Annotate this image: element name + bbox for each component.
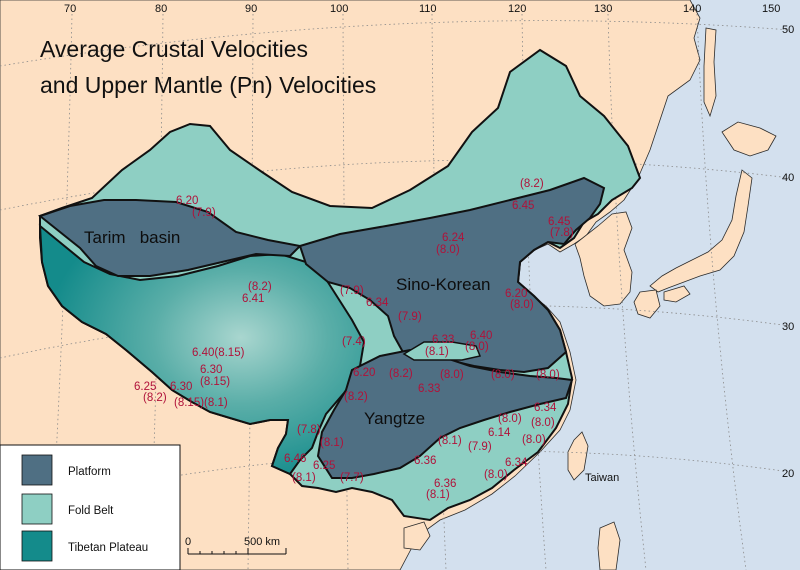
lon-tick: 140	[683, 3, 701, 15]
velocity-label: (7.9)	[398, 311, 422, 323]
velocity-label: (8.0)	[440, 369, 464, 381]
qinling-fold-belt	[402, 341, 482, 361]
velocity-label: (8.0)	[536, 369, 560, 381]
velocity-label: (8.0)	[531, 417, 555, 429]
velocity-label: (7.9)	[192, 207, 216, 219]
velocity-label: 6.45	[548, 216, 570, 228]
lon-tick: 150	[762, 3, 780, 15]
title-line-2: and Upper Mantle (Pn) Velocities	[40, 72, 376, 98]
label-tarim-basin: Tarim basin	[84, 228, 180, 247]
velocity-label: (8.0)	[465, 341, 489, 353]
velocity-label: (8.2)	[520, 178, 544, 190]
tibetan-plateau-region	[38, 223, 366, 476]
latitude-axis: 50 40 30 20	[782, 24, 794, 480]
velocity-label: 6.40	[470, 330, 492, 342]
yangtze-region	[316, 348, 574, 479]
velocity-label: 6.30	[200, 364, 222, 376]
lon-tick: 90	[245, 3, 257, 15]
land-japan-hokkaido	[721, 121, 777, 157]
lat-tick: 50	[782, 24, 794, 36]
lon-tick: 70	[64, 3, 76, 15]
scale-label-end: 500 km	[244, 536, 280, 548]
tarim-basin-region	[37, 199, 303, 277]
label-sino-korean: Sino-Korean	[396, 275, 491, 294]
lon-tick: 100	[330, 3, 348, 15]
velocity-label: (8.1)	[320, 437, 344, 449]
velocity-label: 6.41	[242, 293, 264, 305]
lon-tick: 120	[508, 3, 526, 15]
velocity-label: (8.15)(8.1)	[174, 397, 228, 409]
velocity-label: (8.0)	[510, 299, 534, 311]
lon-tick: 130	[594, 3, 612, 15]
legend-swatch-tibetan-plateau	[21, 530, 53, 562]
land-japan-kyushu	[633, 289, 661, 319]
lat-tick: 30	[782, 321, 794, 333]
velocity-label: (8.2)	[248, 281, 272, 293]
velocity-label: 6.20	[353, 367, 375, 379]
velocity-label: 6.40(8.15)	[192, 347, 245, 359]
velocity-label: (8.0)	[436, 244, 460, 256]
longitude-axis: 70 80 90 100 110 120 130 140 150	[64, 3, 780, 15]
velocity-label: (8.1)	[426, 489, 450, 501]
velocity-label: (8.15)	[200, 376, 230, 388]
velocity-label: 6.20	[176, 195, 198, 207]
label-yangtze: Yangtze	[364, 409, 425, 428]
velocity-label: (8.0)	[484, 469, 508, 481]
velocity-label: (7.9)	[340, 285, 364, 297]
velocity-label: (8.2)	[389, 368, 413, 380]
velocity-label: 6.33	[418, 383, 440, 395]
velocity-label: (8.2)	[143, 392, 167, 404]
label-taiwan: Taiwan	[585, 472, 619, 484]
lon-tick: 80	[155, 3, 167, 15]
velocity-label: 6.25	[134, 381, 156, 393]
scale-label-start: 0	[185, 536, 191, 548]
velocity-label: (7.4)	[342, 336, 366, 348]
velocity-label: (7.9)	[468, 441, 492, 453]
velocity-label: 6.34	[534, 402, 557, 414]
velocity-label: 6.24	[442, 232, 465, 244]
velocity-label: 6.14	[488, 427, 511, 439]
velocity-label: (8.1)	[425, 346, 449, 358]
velocity-label: 6.34	[366, 297, 389, 309]
velocity-label: 6.46	[284, 453, 306, 465]
legend-label-fold-belt: Fold Belt	[68, 505, 114, 517]
lat-tick: 20	[782, 468, 794, 480]
velocity-labels: 6.20 (7.9) (8.2) 6.45 6.45 (7.8) 6.24 (8…	[134, 178, 574, 501]
sino-korean-region	[298, 176, 606, 374]
land-hainan	[403, 521, 431, 551]
legend-swatch-platform	[21, 454, 53, 486]
velocity-label: (7.7)	[340, 472, 364, 484]
velocity-label: (8.0)	[522, 434, 546, 446]
scale-bar: 0 500 km	[185, 536, 287, 555]
land-luzon	[597, 521, 621, 570]
land-japan-shikoku	[663, 285, 691, 303]
land-sakhalin	[703, 27, 717, 118]
land-japan-honshu	[649, 169, 753, 293]
velocity-label: (8.0)	[498, 413, 522, 425]
velocity-label: (8.1)	[438, 435, 462, 447]
velocity-label: 6.33	[432, 334, 454, 346]
velocity-label: 6.34	[505, 457, 528, 469]
legend-label-tibetan-plateau: Tibetan Plateau	[68, 542, 148, 554]
velocity-label: (8.0)	[491, 369, 515, 381]
lat-tick: 40	[782, 172, 794, 184]
velocity-label: 6.36	[414, 455, 436, 467]
land-taiwan	[567, 431, 589, 481]
velocity-label: 6.45	[512, 200, 534, 212]
velocity-label: 6.25	[313, 460, 335, 472]
legend-label-platform: Platform	[68, 466, 111, 478]
velocity-label: 6.36	[434, 478, 456, 490]
velocity-label: (8.1)	[292, 472, 316, 484]
legend: Platform Fold Belt Tibetan Plateau	[0, 444, 181, 570]
legend-swatch-fold-belt	[21, 493, 53, 525]
velocity-label: (7.8)	[550, 227, 574, 239]
title-line-1: Average Crustal Velocities	[40, 36, 308, 62]
velocity-label: 6.20	[505, 288, 527, 300]
lon-tick: 110	[419, 3, 437, 15]
velocity-label: (8.2)	[344, 391, 368, 403]
velocity-label: (7.8)	[297, 424, 321, 436]
velocity-label: 6.30	[170, 381, 192, 393]
